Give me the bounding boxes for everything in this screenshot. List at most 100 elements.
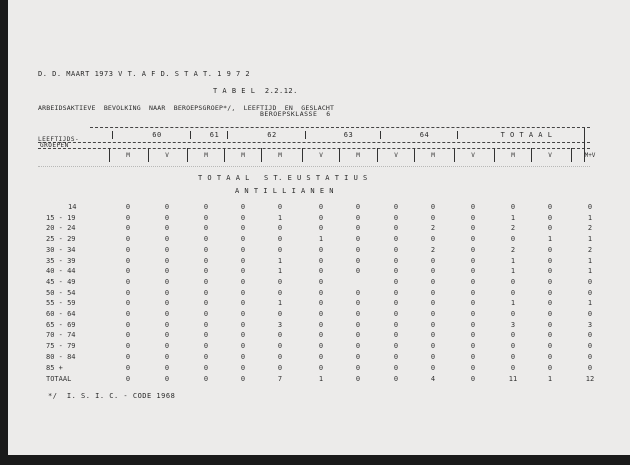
- table-cell: 0: [164, 256, 170, 265]
- column-separator: [187, 148, 188, 162]
- table-cell: 0: [587, 310, 593, 318]
- table-cell: 0: [393, 277, 399, 286]
- header-rule-top: [90, 127, 590, 128]
- table-cell: 0: [125, 235, 131, 244]
- age-group-label: 25 - 29: [46, 235, 76, 244]
- column-separator: [302, 148, 303, 162]
- table-cell: 2: [510, 245, 516, 254]
- table-cell: 2: [587, 224, 593, 233]
- table-cell: 0: [240, 267, 246, 276]
- table-cell: 0: [430, 299, 436, 308]
- table-cell: 0: [164, 224, 170, 233]
- table-cell: 0: [547, 256, 553, 265]
- table-cell: 0: [430, 320, 436, 329]
- column-separator: [109, 148, 110, 162]
- table-cell: 0: [355, 213, 361, 222]
- subheader: V: [548, 152, 552, 159]
- table-cell: 0: [510, 203, 516, 211]
- total-cell: 0: [240, 375, 246, 383]
- table-cell: 0: [318, 331, 324, 340]
- table-cell: 0: [355, 320, 361, 329]
- table-cell: 0: [470, 331, 476, 340]
- table-cell: 0: [203, 203, 209, 211]
- table-cell: 0: [355, 310, 361, 318]
- table-cell: 0: [547, 213, 553, 222]
- table-cell: 0: [125, 342, 131, 351]
- table-cell: 0: [510, 342, 516, 351]
- age-group-label: 80 - 84: [46, 352, 76, 361]
- table-cell: 0: [318, 352, 324, 361]
- table-cell: 0: [355, 203, 361, 211]
- column-separator: [339, 148, 340, 162]
- table-cell: 0: [547, 310, 553, 318]
- table-cell: 0: [547, 331, 553, 340]
- table-number: T A B E L 2.2.12.: [213, 87, 298, 95]
- table-cell: 0: [587, 203, 593, 211]
- group-separator: [305, 131, 306, 139]
- group-header: 60: [152, 131, 162, 139]
- table-cell: 0: [510, 352, 516, 361]
- group-header: T O T A A L: [500, 131, 553, 139]
- table-cell: 0: [547, 267, 553, 276]
- table-cell: 0: [164, 235, 170, 244]
- table-cell: 0: [318, 320, 324, 329]
- table-cell: 0: [547, 245, 553, 254]
- table-cell: 0: [470, 245, 476, 254]
- table-cell: 0: [203, 310, 209, 318]
- table-cell: 0: [318, 224, 324, 233]
- group-separator: [457, 131, 458, 139]
- table-right-border: [584, 128, 585, 162]
- table-cell: 0: [355, 363, 361, 372]
- table-cell: 0: [355, 352, 361, 361]
- subheader: M: [241, 152, 245, 159]
- table-cell: 0: [277, 310, 283, 318]
- table-cell: 0: [393, 267, 399, 276]
- total-cell: 1: [547, 375, 553, 383]
- table-cell: 0: [355, 299, 361, 308]
- table-cell: 0: [203, 299, 209, 308]
- table-cell: 0: [430, 267, 436, 276]
- table-cell: 0: [277, 277, 283, 286]
- total-cell: 4: [430, 375, 436, 383]
- table-cell: 1: [587, 267, 593, 276]
- table-cell: 0: [470, 342, 476, 351]
- table-cell: 0: [430, 288, 436, 297]
- total-label: TOTAAL: [46, 375, 72, 383]
- table-cell: 0: [470, 224, 476, 233]
- table-cell: 0: [355, 331, 361, 340]
- age-group-label: 15 - 19: [46, 213, 76, 222]
- group-separator: [190, 131, 191, 139]
- column-separator: [377, 148, 378, 162]
- age-group-label: 30 - 34: [46, 245, 76, 254]
- table-cell: 0: [510, 363, 516, 372]
- table-cell: 1: [510, 267, 516, 276]
- table-cell: 0: [125, 352, 131, 361]
- table-cell: 0: [164, 352, 170, 361]
- table-cell: 0: [547, 342, 553, 351]
- table-cell: 1: [510, 299, 516, 308]
- table-cell: 1: [510, 213, 516, 222]
- table-cell: 0: [393, 288, 399, 297]
- table-cell: 0: [470, 267, 476, 276]
- row-header-1: LEEFTIJDS-: [38, 136, 80, 143]
- table-cell: 0: [277, 342, 283, 351]
- table-cell: 0: [355, 224, 361, 233]
- table-cell: 0: [318, 267, 324, 276]
- table-cell: 0: [393, 331, 399, 340]
- table-cell: 0: [393, 310, 399, 318]
- table-cell: 1: [587, 256, 593, 265]
- table-cell: 0: [547, 352, 553, 361]
- table-cell: 0: [510, 331, 516, 340]
- table-cell: 0: [393, 203, 399, 211]
- table-cell: 0: [318, 363, 324, 372]
- header-rule-bottom: [38, 166, 590, 167]
- table-cell: 0: [240, 235, 246, 244]
- table-cell: 0: [318, 342, 324, 351]
- row-header-2: GROEPEN: [40, 142, 69, 149]
- table-cell: 0: [355, 342, 361, 351]
- table-cell: 0: [430, 235, 436, 244]
- table-cell: 2: [430, 245, 436, 254]
- table-cell: 0: [393, 224, 399, 233]
- table-cell: 0: [203, 320, 209, 329]
- table-cell: 0: [510, 288, 516, 297]
